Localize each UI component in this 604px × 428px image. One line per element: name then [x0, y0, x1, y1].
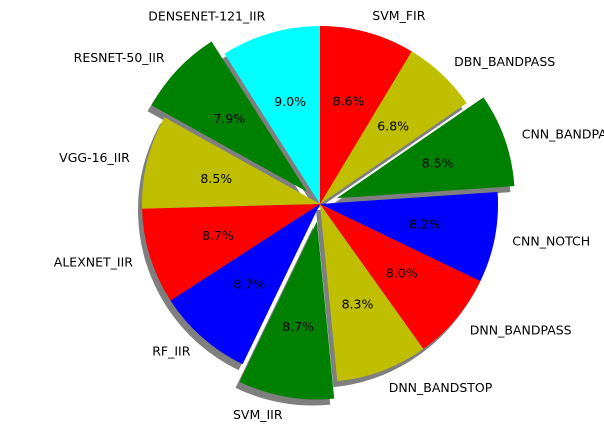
- pct-label-resnet-50-iir: 7.9%: [213, 111, 245, 126]
- pie-slice-rf-iir: [170, 204, 320, 365]
- pct-label-svm-fir: 8.6%: [333, 94, 365, 109]
- category-label-dbn-bandpass: DBN_BANDPASS: [454, 54, 555, 69]
- category-label-densenet-121-iir: DENSENET-121_IIR: [148, 8, 265, 23]
- category-label-dnn-bandstop: DNN_BANDSTOP: [389, 380, 493, 395]
- pie-slice-cnn-notch: [320, 191, 498, 282]
- pct-label-alexnet-iir: 8.7%: [202, 228, 234, 243]
- pie-slice-dnn-bandpass: [320, 204, 481, 349]
- category-label-cnn-notch: CNN_NOTCH: [512, 234, 590, 249]
- pie-slice-dbn-bandpass: [320, 51, 467, 205]
- category-label-svm-iir: SVM_IIR: [233, 407, 283, 422]
- pie-slice-vgg-16-iir: [142, 117, 320, 209]
- category-label-svm-fir: SVM_FIR: [372, 8, 425, 23]
- pie-slice-cnn-bandpass: [336, 97, 515, 199]
- category-label-vgg-16-iir: VGG-16_IIR: [59, 150, 130, 165]
- category-label-cnn-bandpass: CNN_BANDPASS: [522, 126, 604, 141]
- category-label-alexnet-iir: ALEXNET_IIR: [54, 254, 133, 269]
- pct-label-rf-iir: 8.7%: [233, 277, 265, 292]
- slice-layer: [142, 26, 515, 400]
- pct-label-densenet-121-iir: 9.0%: [274, 94, 306, 109]
- pie-slice-alexnet-iir: [142, 204, 320, 301]
- pct-label-dnn-bandstop: 8.3%: [342, 297, 374, 312]
- category-label-rf-iir: RF_IIR: [152, 343, 190, 358]
- pct-label-cnn-notch: 8.2%: [409, 217, 441, 232]
- pct-label-dbn-bandpass: 6.8%: [377, 119, 409, 134]
- category-label-dnn-bandpass: DNN_BANDPASS: [470, 323, 572, 338]
- pie-slice-svm-iir: [239, 221, 335, 400]
- pct-label-svm-iir: 8.7%: [282, 319, 314, 334]
- pie-slice-dnn-bandstop: [320, 204, 424, 382]
- pct-label-vgg-16-iir: 8.5%: [200, 171, 232, 186]
- label-layer: 9.0% DENSENET-121_IIR 7.9% RESNET-50_IIR 8.5…: [54, 8, 604, 422]
- pct-label-cnn-bandpass: 8.5%: [422, 156, 454, 171]
- pct-label-dnn-bandpass: 8.0%: [386, 265, 418, 280]
- category-label-resnet-50-iir: RESNET-50_IIR: [74, 50, 165, 65]
- pie-slice-svm-fir: [320, 26, 412, 204]
- pie-slice-densenet-121-iir: [224, 26, 320, 204]
- pie-slice-resnet-50-iir: [151, 41, 308, 192]
